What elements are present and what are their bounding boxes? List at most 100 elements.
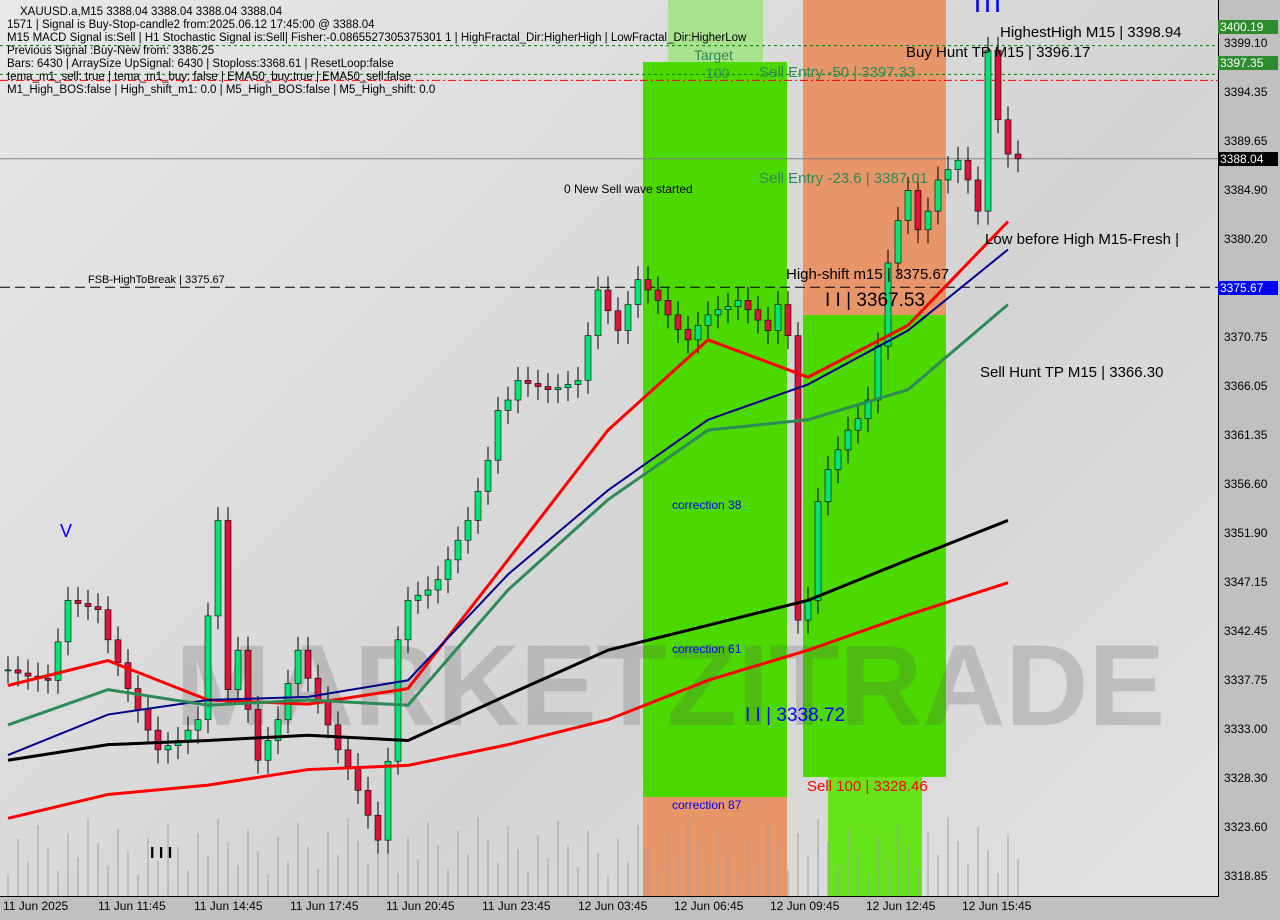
candle-body [104, 609, 112, 641]
correction-61-label: correction 61 [672, 642, 742, 656]
price-tag-current: 3388.04 [1218, 152, 1278, 166]
target-label: Target [694, 47, 733, 63]
candle-body [644, 279, 652, 291]
candle-body [414, 594, 422, 601]
price-tag-highest: 3400.19 [1218, 20, 1278, 34]
y-tick-label: 3389.65 [1224, 134, 1268, 149]
ema-mid-blue-line [7, 248, 1009, 756]
top-bars-mark: I I I [975, 0, 1001, 16]
candle-body [864, 399, 872, 420]
chart-area[interactable] [0, 0, 1219, 897]
candle-body [734, 300, 742, 307]
candle-body [94, 606, 102, 611]
candle-body [614, 310, 622, 331]
y-tick-label: 3347.15 [1224, 575, 1268, 590]
candle-body [654, 289, 662, 301]
y-tick-label: 3366.05 [1224, 379, 1268, 394]
buy-hunt-label: Buy Hunt TP M15 | 3396.17 [906, 44, 1091, 61]
y-tick-label: 3361.35 [1224, 427, 1268, 442]
target-zone [668, 0, 763, 62]
info-line-3: Previous Signal :Buy-New from: 3386.25 [7, 45, 215, 57]
candle-body [1004, 119, 1012, 155]
candle-body [124, 662, 132, 689]
candle-body [134, 688, 142, 710]
buy-zone-orange [643, 797, 787, 896]
low-before-high-label: Low before High M15-Fresh | [985, 231, 1179, 248]
y-tick-label: 3356.60 [1224, 477, 1268, 492]
new-sell-wave-label: 0 New Sell wave started [564, 182, 693, 196]
candle-body [844, 429, 852, 451]
x-tick-label: 11 Jun 11:45 [98, 899, 166, 913]
x-tick-label: 12 Jun 15:45 [962, 899, 1032, 913]
candle-body [194, 719, 202, 731]
candle-body [684, 329, 692, 341]
candle-body [554, 387, 562, 390]
candle-body [964, 159, 972, 181]
y-tick-label: 3337.75 [1224, 672, 1268, 687]
x-tick-label: 12 Jun 03:45 [578, 899, 648, 913]
candle-body [634, 279, 642, 305]
candle-body [324, 699, 332, 726]
x-tick-label: 12 Jun 12:45 [866, 899, 936, 913]
candle-body [764, 319, 772, 331]
y-tick-label: 3333.00 [1224, 722, 1268, 737]
candle-body [204, 615, 212, 721]
ema-fast-line [7, 220, 1010, 706]
candle-body [234, 649, 242, 690]
candle-body [664, 300, 672, 316]
candle-body [114, 639, 122, 663]
x-tick-label: 12 Jun 09:45 [770, 899, 840, 913]
sell-zone-orange [803, 0, 946, 315]
candle-body [54, 641, 62, 681]
y-tick-label: 3351.90 [1224, 525, 1268, 540]
candle-body [794, 335, 802, 621]
candle-body [494, 410, 502, 461]
info-line-2: M15 MACD Signal is:Sell | H1 Stochastic … [7, 32, 747, 44]
candle-body [574, 380, 582, 385]
candle-body [474, 491, 482, 521]
candle-body [804, 600, 812, 621]
candle-body [84, 603, 92, 607]
watermark: MARKETZITRADE [175, 622, 1165, 750]
candle-body [74, 600, 82, 604]
candle-body [304, 649, 312, 679]
correction-87-label: correction 87 [672, 798, 742, 812]
candle-body [214, 520, 222, 617]
y-tick-label: 3370.75 [1224, 330, 1268, 345]
ema-mid-green-line [7, 303, 1009, 727]
sell-100-label: Sell 100 | 3328.46 [807, 778, 928, 795]
sell-entry-50-label: Sell Entry -50 | 3397.33 [759, 64, 916, 81]
candle-body [594, 289, 602, 336]
candle-body [164, 745, 172, 751]
candle-body [444, 559, 452, 580]
candle-body [884, 262, 892, 347]
info-line-5: tema_m1_sell: true | tema_m1_buy: false … [7, 71, 411, 83]
candle-body [394, 639, 402, 762]
correction-38-label: correction 38 [672, 498, 742, 512]
candle-body [524, 380, 532, 384]
candle-body [744, 300, 752, 311]
candle-body [984, 49, 992, 212]
candle-body [534, 383, 542, 387]
candle-body [1014, 153, 1022, 160]
sell-zone-green [803, 315, 946, 777]
fsb-label: FSB-HighToBreak | 3375.67 [88, 274, 225, 286]
y-tick-label: 3394.35 [1224, 85, 1268, 100]
candle-body [924, 210, 932, 231]
candle-body [564, 384, 572, 388]
candle-body [854, 418, 862, 431]
bottom-bars-mark: I I I [150, 845, 173, 862]
ema-200-line [7, 519, 1009, 762]
v-mark: V [60, 521, 73, 541]
candle-body [504, 399, 512, 411]
x-tick-label: 11 Jun 17:45 [290, 899, 359, 913]
candle-body [774, 304, 782, 331]
candle-body [904, 190, 912, 221]
candle-body [834, 449, 842, 470]
info-line-4: Bars: 6430 | ArraySize UpSignal: 6430 | … [7, 58, 394, 70]
candle-body [674, 314, 682, 330]
candle-body [24, 672, 32, 677]
candle-body [724, 306, 732, 311]
candle-body [464, 520, 472, 541]
